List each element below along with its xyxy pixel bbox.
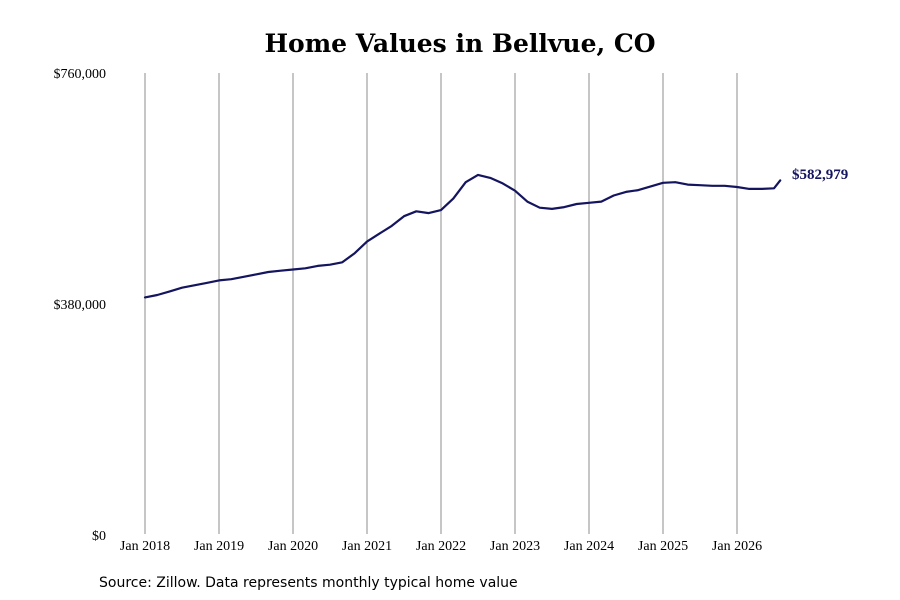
x-tick-label: Jan 2025 <box>638 539 688 554</box>
source-note: Source: Zillow. Data represents monthly … <box>99 575 518 591</box>
y-tick-label: $380,000 <box>54 298 107 313</box>
x-tick-label: Jan 2021 <box>342 539 392 554</box>
vertical-gridlines <box>144 73 738 534</box>
x-tick-label: Jan 2019 <box>194 539 244 554</box>
series-line <box>143 173 782 299</box>
x-tick-label: Jan 2020 <box>268 539 318 554</box>
y-axis: $760,000 $380,000 $0 <box>54 67 107 544</box>
x-tick-label: Jan 2018 <box>120 539 170 554</box>
x-tick-label: Jan 2024 <box>564 539 614 554</box>
y-tick-label: $0 <box>92 529 106 544</box>
x-axis: Jan 2018 Jan 2019 Jan 2020 Jan 2021 Jan 2022… <box>120 539 762 554</box>
chart-title: Home Values in Bellvue, CO <box>264 29 655 58</box>
x-tick-label: Jan 2023 <box>490 539 540 554</box>
y-tick-label: $760,000 <box>54 67 107 82</box>
x-tick-label: Jan 2026 <box>712 539 762 554</box>
x-tick-label: Jan 2022 <box>416 539 466 554</box>
last-value-label: $582,979 <box>792 167 848 183</box>
